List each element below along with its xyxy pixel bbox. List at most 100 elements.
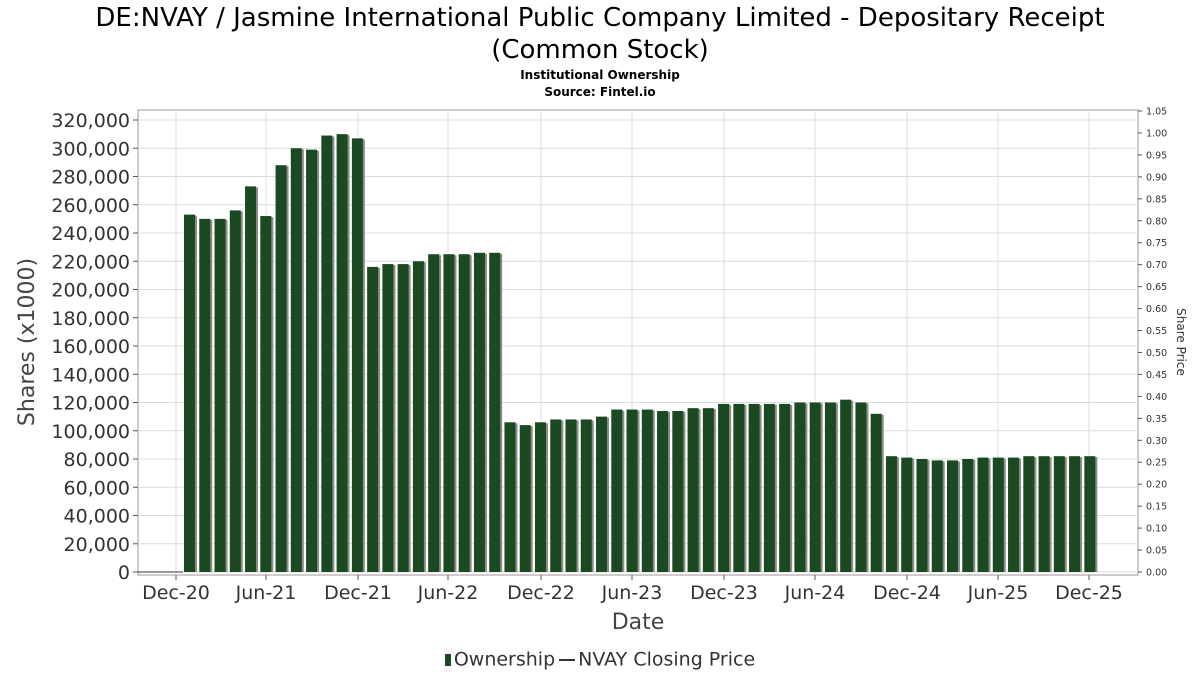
- ownership-bar: [443, 254, 455, 572]
- ownership-bar: [992, 457, 1004, 572]
- ownership-bar: [870, 413, 882, 572]
- y2-tick-label: 0.90: [1146, 172, 1167, 183]
- x-tick-label: Jun-21: [235, 582, 297, 604]
- x-tick-label: Jun-22: [417, 582, 479, 604]
- y-tick-label: 60,000: [64, 477, 130, 499]
- y2-axis-label: Share Price: [1174, 308, 1188, 376]
- ownership-bar: [931, 460, 943, 572]
- y-tick-label: 240,000: [51, 223, 130, 245]
- ownership-bar: [1038, 456, 1050, 572]
- y2-tick-label: 0.80: [1146, 216, 1167, 227]
- ownership-bar: [763, 403, 775, 572]
- ownership-bar: [916, 459, 928, 572]
- legend-price-swatch: [559, 658, 576, 661]
- y2-tick-label: 0.70: [1146, 260, 1167, 271]
- ownership-bar: [290, 148, 302, 572]
- ownership-bar: [489, 252, 501, 572]
- ownership-bar: [245, 186, 257, 572]
- bar-series-ownership: [184, 134, 1098, 573]
- y-tick-label: 260,000: [51, 195, 130, 217]
- y-tick-label: 140,000: [51, 364, 130, 386]
- x-axis: Dec-20 Jun-21 Dec-21 Jun-22 Dec-22 Jun-23 Dec-…: [138, 571, 1123, 604]
- ownership-bar: [473, 252, 485, 572]
- y2-tick-label: 0.45: [1146, 370, 1167, 381]
- y2-tick-label: 0.35: [1146, 414, 1167, 425]
- ownership-bar: [1084, 456, 1096, 572]
- y-tick-label: 220,000: [51, 251, 130, 273]
- y2-tick-label: 0.75: [1146, 238, 1167, 249]
- chart-source: Source: Fintel.io: [544, 85, 656, 99]
- ownership-bar: [351, 138, 363, 573]
- y2-tick-label: 0.60: [1146, 304, 1167, 315]
- y-tick-label: 100,000: [51, 421, 130, 443]
- legend-ownership-swatch: [444, 653, 451, 666]
- y-tick-label: 0: [118, 562, 130, 584]
- legend-price-label: NVAY Closing Price: [578, 648, 756, 671]
- ownership-bar: [504, 422, 516, 572]
- x-tick-label: Dec-20: [142, 582, 210, 604]
- ownership-bar: [611, 409, 623, 572]
- y2-tick-label: 0.95: [1146, 150, 1167, 161]
- y2-tick-label: 0.30: [1146, 436, 1167, 447]
- ownership-bar: [534, 422, 546, 572]
- ownership-bar: [367, 266, 379, 572]
- ownership-bar: [412, 261, 424, 572]
- y2-tick-label: 0.25: [1146, 458, 1167, 469]
- y-tick-label: 280,000: [51, 167, 130, 189]
- ownership-bar: [901, 457, 913, 572]
- x-tick-label: Dec-22: [507, 582, 575, 604]
- legend: Ownership NVAY Closing Price: [0, 648, 1200, 671]
- ownership-bar: [687, 408, 699, 572]
- ownership-bar: [962, 459, 974, 572]
- ownership-bar: [672, 410, 684, 572]
- y-axis-label: Shares (x1000): [15, 258, 40, 426]
- ownership-bar: [779, 403, 791, 572]
- ownership-bar: [855, 402, 867, 572]
- ownership-bar: [1069, 456, 1081, 572]
- ownership-bar: [840, 399, 852, 572]
- ownership-bar: [260, 216, 272, 573]
- ownership-bar: [306, 149, 318, 572]
- ownership-bar: [565, 419, 577, 572]
- chart-subtitle: Institutional Ownership: [520, 68, 680, 82]
- y2-tick-label: 0.05: [1146, 546, 1167, 557]
- y2-tick-label: 0.85: [1146, 194, 1167, 205]
- y-tick-label: 200,000: [51, 280, 130, 302]
- y-tick-label: 80,000: [64, 449, 130, 471]
- ownership-bar: [947, 460, 958, 572]
- y2-tick-label: 1.05: [1146, 107, 1167, 118]
- ownership-bar: [657, 410, 669, 572]
- y2-tick-label: 0.65: [1146, 282, 1167, 293]
- ownership-bar: [184, 214, 195, 572]
- y-tick-label: 300,000: [51, 138, 130, 160]
- y-tick-label: 160,000: [51, 336, 130, 358]
- ownership-bar: [397, 264, 409, 572]
- x-tick-label: Dec-21: [324, 582, 392, 604]
- y-tick-label: 40,000: [64, 506, 130, 528]
- y-tick-label: 180,000: [51, 308, 130, 330]
- x-tick-label: Jun-24: [784, 582, 846, 604]
- ownership-bar: [748, 403, 760, 572]
- ownership-bar: [596, 416, 608, 572]
- y2-tick-label: 0.10: [1146, 524, 1167, 535]
- x-tick-label: Dec-23: [690, 582, 758, 604]
- chart-title-line2: (Common Stock): [491, 35, 709, 65]
- ownership-bar: [519, 425, 531, 572]
- ownership-bar: [580, 419, 592, 572]
- ownership-bar: [1053, 456, 1065, 572]
- x-tick-label: Jun-25: [967, 582, 1029, 604]
- ownership-bar: [702, 408, 714, 572]
- ownership-bar: [733, 403, 745, 572]
- y2-tick-label: 0.15: [1146, 502, 1167, 513]
- ownership-bar: [824, 402, 836, 572]
- ownership-bar: [977, 457, 989, 572]
- x-tick-label: Jun-23: [601, 582, 663, 604]
- ownership-bar: [718, 403, 730, 572]
- y2-tick-label: 0.55: [1146, 326, 1167, 337]
- x-tick-label: Dec-24: [873, 582, 941, 604]
- y-tick-label: 320,000: [51, 110, 130, 132]
- x-tick-label: Dec-25: [1055, 582, 1123, 604]
- ownership-bar: [626, 409, 638, 572]
- ownership-bar: [794, 402, 806, 572]
